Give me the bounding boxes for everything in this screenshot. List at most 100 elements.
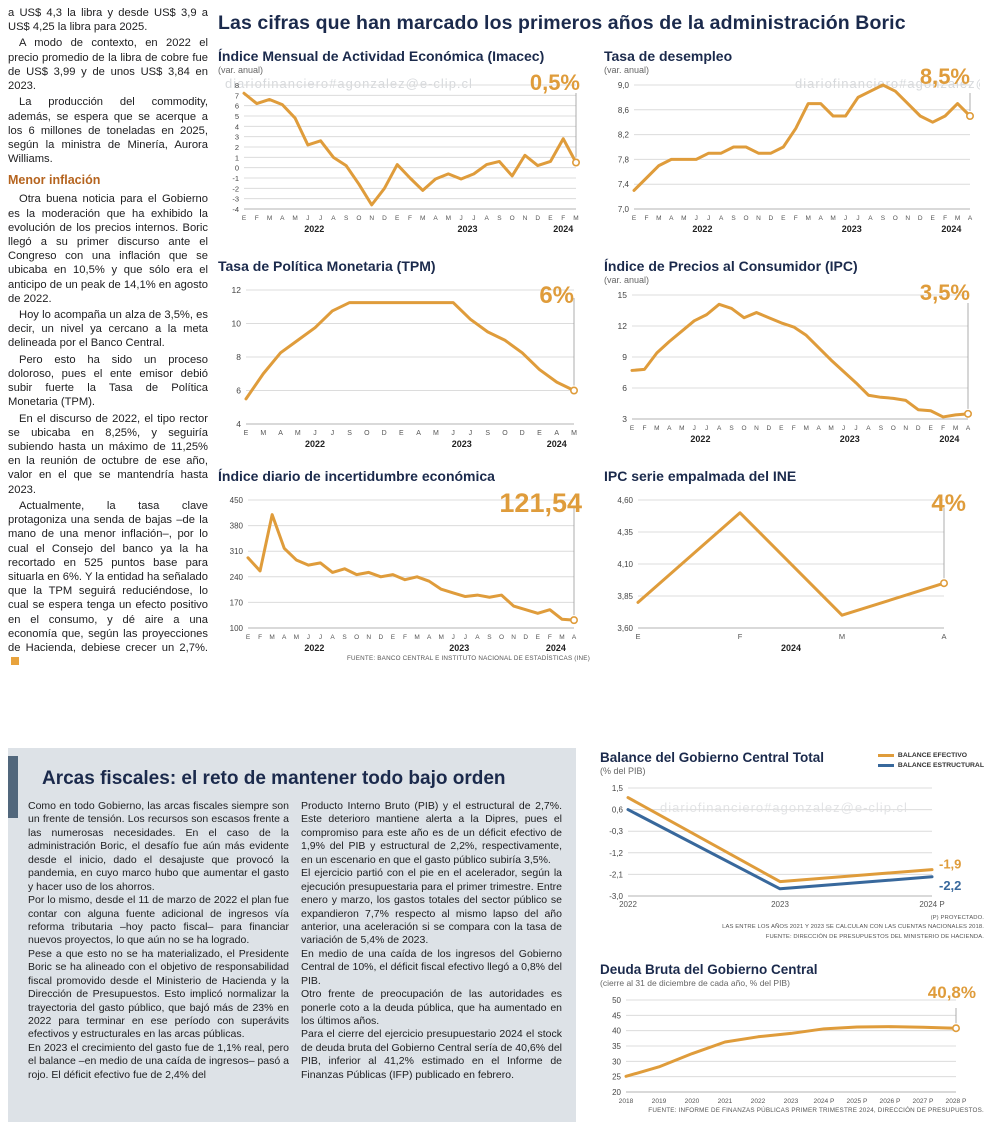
svg-text:F: F (792, 425, 796, 432)
tpm-line-chart: 12 10 8 6 4 E M A M J J S O D E A M J J S O D E A M 2022 2023 2024 (218, 280, 590, 450)
svg-text:M: M (438, 634, 443, 641)
svg-text:N: N (511, 634, 516, 641)
svg-text:2018: 2018 (619, 1098, 634, 1105)
svg-text:J: J (854, 425, 857, 432)
desempleo-callout: 8,5% (919, 64, 970, 89)
svg-text:A: A (966, 425, 971, 432)
svg-text:4,10: 4,10 (617, 560, 633, 569)
svg-text:-0,3: -0,3 (609, 827, 623, 836)
svg-text:6: 6 (622, 383, 627, 393)
svg-text:2022: 2022 (305, 439, 325, 449)
svg-text:2024: 2024 (547, 439, 567, 449)
svg-text:2023: 2023 (452, 439, 472, 449)
svg-text:-1: -1 (232, 174, 239, 183)
svg-text:J: J (705, 425, 708, 432)
svg-text:E: E (537, 430, 542, 437)
svg-text:M: M (679, 425, 684, 432)
svg-text:4,60: 4,60 (617, 496, 633, 505)
svg-text:A: A (331, 215, 336, 222)
svg-text:-3: -3 (232, 195, 239, 204)
svg-text:M: M (830, 215, 835, 222)
source-note: FUENTE: BANCO CENTRAL E INSTITUTO NACION… (346, 655, 590, 662)
arcas-paragraph: Pese a que esto no se ha materializado, … (28, 947, 289, 1041)
svg-text:M: M (955, 215, 960, 222)
svg-text:35: 35 (612, 1042, 621, 1051)
svg-text:2022: 2022 (690, 434, 710, 444)
svg-text:O: O (356, 215, 361, 222)
deuda-callout: 40,8% (927, 983, 976, 1002)
legend-swatch-orange (877, 754, 894, 757)
svg-text:F: F (258, 634, 262, 641)
svg-text:2022: 2022 (751, 1098, 766, 1105)
svg-text:8: 8 (235, 81, 239, 90)
svg-text:E: E (246, 634, 251, 641)
svg-text:J: J (306, 215, 309, 222)
svg-text:S: S (879, 425, 884, 432)
note-line: LAS ENTRE LOS AÑOS 2021 Y 2023 SE CALCUL… (722, 924, 984, 931)
svg-text:E: E (930, 215, 935, 222)
svg-text:3: 3 (235, 133, 239, 142)
svg-text:M: M (433, 430, 439, 437)
arcas-paragraph: Como en todo Gobierno, las arcas fiscale… (28, 800, 289, 893)
svg-text:O: O (893, 215, 898, 222)
arcas-paragraph: Producto Interno Bruto (PIB) y el estruc… (301, 800, 562, 866)
svg-text:2019: 2019 (652, 1098, 667, 1105)
svg-text:10: 10 (232, 319, 242, 329)
svg-text:J: J (844, 215, 847, 222)
svg-text:J: J (856, 215, 859, 222)
svg-text:J: J (469, 430, 473, 437)
svg-text:A: A (433, 215, 438, 222)
svg-text:A: A (717, 425, 722, 432)
svg-text:A: A (282, 634, 287, 641)
svg-text:A: A (866, 425, 871, 432)
svg-text:J: J (313, 430, 317, 437)
svg-text:O: O (891, 425, 896, 432)
svg-text:D: D (382, 430, 387, 437)
source-note: FUENTE: INFORME DE FINANZAS PÚBLICAS PRI… (648, 1107, 984, 1114)
svg-text:2023: 2023 (784, 1098, 799, 1105)
arcas-fiscales-box: Arcas fiscales: el reto de mantener todo… (8, 748, 576, 1122)
svg-text:S: S (342, 634, 347, 641)
article-paragraph: Actualmente, la tasa clave protagoniza u… (8, 499, 208, 670)
ipc-chart-block: Índice de Precios al Consumidor (IPC) (v… (604, 258, 984, 445)
svg-text:A: A (554, 430, 559, 437)
svg-text:2024: 2024 (553, 224, 573, 234)
svg-text:M: M (414, 634, 419, 641)
chart-subtitle: (% del PIB) (600, 766, 646, 776)
chart-title: Índice diario de incertidumbre económica (218, 468, 495, 484)
svg-text:-2: -2 (232, 184, 239, 193)
svg-text:-4: -4 (232, 205, 239, 214)
svg-text:N: N (905, 215, 910, 222)
svg-text:E: E (536, 634, 541, 641)
arcas-paragraph: En medio de una caída de los ingresos de… (301, 947, 562, 987)
svg-text:4: 4 (236, 419, 241, 429)
svg-text:J: J (842, 425, 845, 432)
ipc-line-chart: 15 12 9 6 3 E F M A M J J A S O N D E F M A M J J A S O N D E F M A 2022 2… (604, 287, 984, 445)
svg-text:2: 2 (235, 143, 239, 152)
svg-text:D: D (767, 425, 772, 432)
svg-text:7: 7 (235, 91, 239, 100)
svg-text:F: F (943, 215, 947, 222)
svg-text:E: E (399, 430, 404, 437)
svg-text:J: J (707, 215, 710, 222)
accent-bar (8, 756, 18, 818)
svg-text:A: A (818, 215, 823, 222)
svg-text:380: 380 (230, 522, 244, 531)
svg-text:E: E (242, 215, 247, 222)
svg-text:M: M (446, 215, 451, 222)
svg-text:E: E (391, 634, 396, 641)
svg-text:D: D (769, 215, 774, 222)
svg-text:E: E (395, 215, 400, 222)
balance-header: Balance del Gobierno Central Total (% de… (600, 750, 984, 778)
svg-text:M: M (828, 425, 833, 432)
svg-text:S: S (729, 425, 734, 432)
svg-text:M: M (654, 425, 659, 432)
svg-text:9,0: 9,0 (618, 81, 630, 90)
svg-text:30: 30 (612, 1057, 621, 1066)
article-paragraph: La producción del commodity, además, se … (8, 96, 208, 166)
svg-text:A: A (330, 634, 335, 641)
svg-text:O: O (354, 634, 359, 641)
svg-text:J: J (464, 634, 467, 641)
article-paragraph: En el discurso de 2022, el tipo rector s… (8, 412, 208, 496)
svg-text:A: A (278, 430, 283, 437)
